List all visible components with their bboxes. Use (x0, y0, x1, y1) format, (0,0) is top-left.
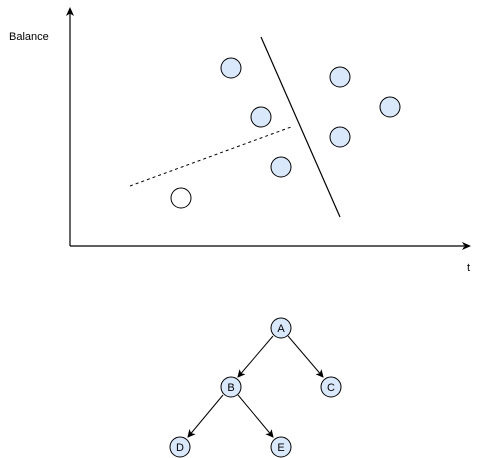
tree-edge-b-e (237, 394, 274, 438)
y-axis-label: Balance (9, 31, 49, 43)
tree-node-d-label: D (176, 442, 184, 454)
scatter-point-3 (270, 156, 292, 178)
scatter-point-1 (220, 57, 242, 79)
dashed-separator-line (129, 126, 292, 187)
tree-node-b: B (220, 376, 242, 398)
tree-node-b-label: B (227, 382, 234, 394)
solid-separator-line (260, 36, 341, 218)
tree-node-a-label: A (277, 323, 285, 335)
scatter-point-4 (329, 66, 351, 88)
tree-node-c: C (320, 376, 342, 398)
y-axis-arrow (66, 7, 74, 16)
tree-edge-a-b (237, 335, 274, 378)
tree-node-e: E (270, 436, 292, 458)
tree-node-c-label: C (327, 382, 335, 394)
scatter-point-2 (250, 106, 272, 128)
tree-node-e-label: E (277, 442, 284, 454)
scatter-point-6 (379, 96, 401, 118)
scatter-plot: Balance t (9, 7, 471, 274)
tree-edge-a-c (287, 335, 324, 378)
tree-node-a: A (270, 317, 292, 339)
tree-node-d: D (169, 436, 191, 458)
scatter-point-5 (329, 126, 351, 148)
x-axis-label: t (467, 262, 470, 274)
binary-tree: A B C D E (169, 317, 342, 458)
tree-edge-b-d (187, 394, 224, 438)
scatter-point-7 (170, 187, 192, 209)
x-axis-arrow (462, 242, 471, 250)
